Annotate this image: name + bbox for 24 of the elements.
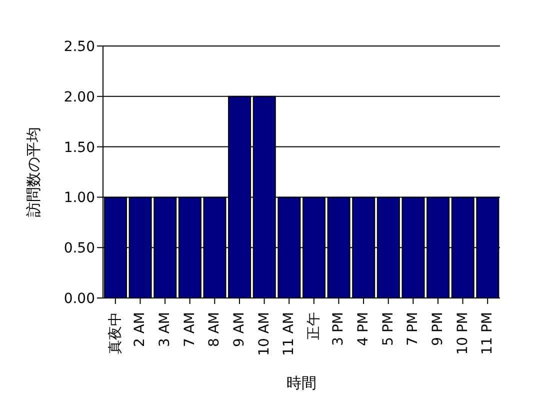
x-tick-label: 11 PM <box>480 312 496 355</box>
y-tick-label: 1.00 <box>64 190 95 206</box>
x-tick-label: 9 PM <box>430 312 446 346</box>
y-tick-label: 0.50 <box>64 240 95 257</box>
y-axis-title: 訪問数の平均 <box>24 127 42 217</box>
x-tick-label: 11 AM <box>281 312 298 356</box>
y-tick-label: 0.00 <box>64 290 95 307</box>
x-tick-label: 3 AM <box>157 312 174 348</box>
x-tick-label: 5 PM <box>380 312 396 346</box>
y-tick-label: 1.50 <box>64 140 95 156</box>
x-axis-title: 時間 <box>286 374 316 392</box>
x-tick-label: 2 AM <box>132 312 148 348</box>
x-tick-label: 4 PM <box>356 312 372 346</box>
y-tick-label: 2.00 <box>64 89 95 106</box>
x-tick-label: 7 PM <box>405 312 422 346</box>
x-tick-label: 7 AM <box>182 312 198 348</box>
x-tick-label: 10 PM <box>454 312 471 355</box>
x-tick-label: 9 AM <box>231 312 248 348</box>
y-tick-label: 2.50 <box>64 38 95 55</box>
x-tick-label: 真夜中 <box>107 312 124 354</box>
x-tick-label: 10 AM <box>256 312 272 356</box>
x-tick-label: 正午 <box>306 312 322 340</box>
x-tick-label: 8 AM <box>206 312 223 348</box>
x-tick-label: 3 PM <box>330 312 347 346</box>
